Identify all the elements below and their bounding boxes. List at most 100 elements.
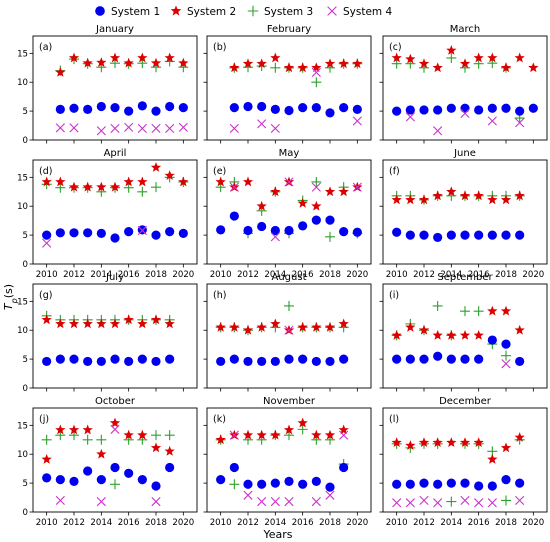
legend-label-system-4: System 4 bbox=[343, 6, 392, 18]
point-system-2 bbox=[487, 194, 498, 205]
panel-letter: (a) bbox=[39, 42, 52, 53]
y-axis-label-subscript: p bbox=[10, 298, 19, 304]
x-tick-label: 2010 bbox=[386, 270, 408, 280]
y-tick-label: 0 bbox=[23, 136, 28, 146]
point-system-4 bbox=[339, 430, 349, 440]
point-system-1 bbox=[446, 354, 456, 364]
point-system-1 bbox=[270, 356, 280, 367]
point-system-2 bbox=[487, 305, 498, 316]
x-tick-label: 2016 bbox=[468, 270, 490, 280]
point-system-2 bbox=[123, 176, 134, 187]
point-system-1 bbox=[216, 475, 226, 485]
panel-march: March (c) bbox=[379, 24, 548, 144]
point-system-4 bbox=[229, 182, 239, 192]
legend: System 1 System 2 System 3 System 4 bbox=[95, 5, 392, 18]
point-system-1 bbox=[352, 227, 362, 237]
x-tick-label: 2012 bbox=[413, 518, 435, 528]
panel-letter: (j) bbox=[39, 414, 49, 425]
point-system-1 bbox=[392, 227, 402, 237]
series-system-1 bbox=[216, 211, 362, 237]
point-system-2 bbox=[270, 318, 281, 329]
point-system-1 bbox=[216, 356, 226, 367]
point-system-1 bbox=[405, 105, 415, 115]
point-system-1 bbox=[96, 228, 106, 238]
y-tick-label: 15 bbox=[17, 421, 28, 431]
point-system-2 bbox=[324, 58, 336, 69]
x-tick-label: 2016 bbox=[292, 270, 314, 280]
point-system-1 bbox=[433, 351, 443, 361]
point-system-2 bbox=[418, 194, 430, 205]
panel-july: July 0 5 10 15 (g) bbox=[17, 272, 198, 394]
point-system-1 bbox=[151, 356, 161, 367]
point-system-1 bbox=[151, 106, 161, 116]
point-system-2 bbox=[338, 186, 349, 197]
point-system-2 bbox=[242, 429, 254, 440]
point-system-1 bbox=[501, 103, 511, 113]
point-system-1 bbox=[55, 475, 65, 485]
point-system-3 bbox=[473, 58, 484, 69]
point-system-1 bbox=[325, 215, 335, 225]
panel-title: June bbox=[453, 148, 476, 159]
point-system-1 bbox=[243, 479, 253, 489]
point-system-1 bbox=[257, 221, 267, 232]
point-system-2 bbox=[178, 176, 189, 187]
point-system-4 bbox=[124, 122, 134, 132]
point-system-3 bbox=[311, 176, 322, 187]
y-tick-label: 10 bbox=[17, 326, 28, 336]
point-system-2 bbox=[473, 437, 484, 448]
series-system-1 bbox=[216, 462, 349, 492]
point-system-1 bbox=[42, 473, 52, 483]
point-system-4 bbox=[257, 497, 267, 507]
x-tick-label: 2012 bbox=[63, 270, 85, 280]
x-tick-label: 2020 bbox=[346, 270, 368, 280]
x-tick-label: 2020 bbox=[522, 518, 544, 528]
x-tick-label: 2018 bbox=[145, 518, 167, 528]
panel-october: October 2010 2012 2014 2016 2018 2020 0 5 10 15 (j) bbox=[17, 396, 198, 528]
panel-letter: (d) bbox=[39, 166, 52, 177]
point-system-1 bbox=[325, 108, 335, 118]
point-system-2 bbox=[137, 52, 148, 63]
point-system-1 bbox=[446, 478, 456, 488]
point-system-1 bbox=[474, 481, 484, 491]
point-system-2 bbox=[41, 176, 52, 187]
point-system-1 bbox=[487, 335, 497, 345]
x-tick-label: 2012 bbox=[237, 270, 259, 280]
plot-frame bbox=[32, 159, 198, 265]
point-system-1 bbox=[405, 230, 415, 240]
plot-frame bbox=[206, 283, 372, 389]
y-tick-label: 5 bbox=[23, 355, 28, 365]
series-system-2 bbox=[391, 186, 525, 205]
y-tick-label: 10 bbox=[17, 450, 28, 460]
point-system-1 bbox=[257, 356, 267, 367]
point-system-1 bbox=[311, 103, 321, 113]
point-system-1 bbox=[270, 478, 280, 488]
legend-entry-system-3: System 3 bbox=[247, 5, 313, 18]
panel-letter: (i) bbox=[389, 290, 399, 301]
point-system-4 bbox=[229, 123, 239, 134]
point-system-1 bbox=[487, 481, 497, 491]
point-system-2 bbox=[96, 57, 107, 67]
point-system-2 bbox=[311, 62, 322, 73]
point-system-2 bbox=[338, 318, 349, 329]
x-tick-label: 2010 bbox=[210, 270, 232, 280]
point-system-3 bbox=[270, 62, 281, 73]
point-system-3 bbox=[55, 182, 66, 193]
series-system-4 bbox=[501, 359, 511, 369]
point-system-1 bbox=[110, 462, 120, 473]
point-system-1 bbox=[433, 105, 443, 115]
panel-january: January 0 5 10 15 (a) bbox=[17, 24, 198, 146]
point-system-4 bbox=[352, 116, 362, 126]
plot-frame bbox=[382, 159, 548, 265]
point-system-4 bbox=[419, 495, 429, 506]
point-system-1 bbox=[474, 230, 484, 240]
point-system-4 bbox=[110, 424, 120, 434]
point-system-3 bbox=[446, 52, 457, 63]
series-system-2 bbox=[229, 52, 363, 73]
series-system-1 bbox=[55, 101, 188, 116]
point-system-1 bbox=[515, 106, 525, 116]
point-system-3 bbox=[151, 182, 161, 193]
x-tick-label: 2020 bbox=[172, 270, 194, 280]
point-system-1 bbox=[352, 104, 362, 114]
panel-letter: (g) bbox=[39, 290, 52, 301]
point-system-1 bbox=[55, 104, 65, 114]
